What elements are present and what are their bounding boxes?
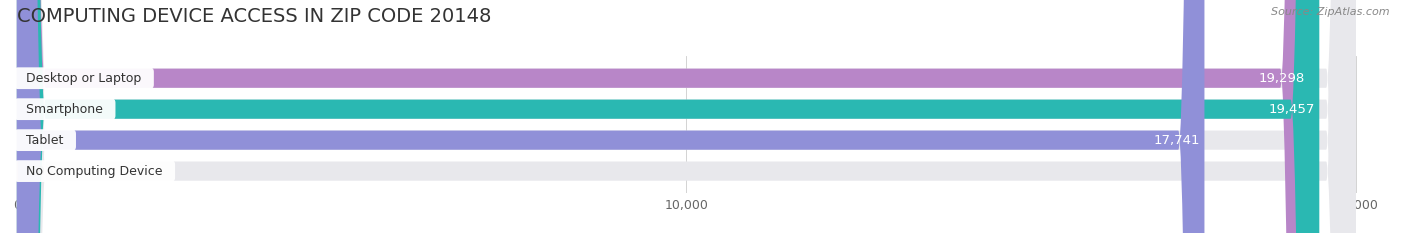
FancyBboxPatch shape — [17, 0, 1309, 233]
Text: No Computing Device: No Computing Device — [18, 164, 170, 178]
Text: 19,298: 19,298 — [1258, 72, 1305, 85]
Text: Source: ZipAtlas.com: Source: ZipAtlas.com — [1271, 7, 1389, 17]
Text: 19,457: 19,457 — [1270, 103, 1315, 116]
FancyBboxPatch shape — [17, 0, 1355, 233]
Text: COMPUTING DEVICE ACCESS IN ZIP CODE 20148: COMPUTING DEVICE ACCESS IN ZIP CODE 2014… — [17, 7, 491, 26]
FancyBboxPatch shape — [17, 0, 1355, 233]
FancyBboxPatch shape — [17, 0, 1355, 233]
FancyBboxPatch shape — [17, 0, 1319, 233]
Text: Tablet: Tablet — [18, 134, 72, 147]
Text: 17,741: 17,741 — [1154, 134, 1201, 147]
FancyBboxPatch shape — [17, 0, 1205, 233]
Text: Desktop or Laptop: Desktop or Laptop — [18, 72, 149, 85]
Text: Smartphone: Smartphone — [18, 103, 111, 116]
FancyBboxPatch shape — [17, 0, 1355, 233]
Text: 10: 10 — [28, 164, 45, 178]
